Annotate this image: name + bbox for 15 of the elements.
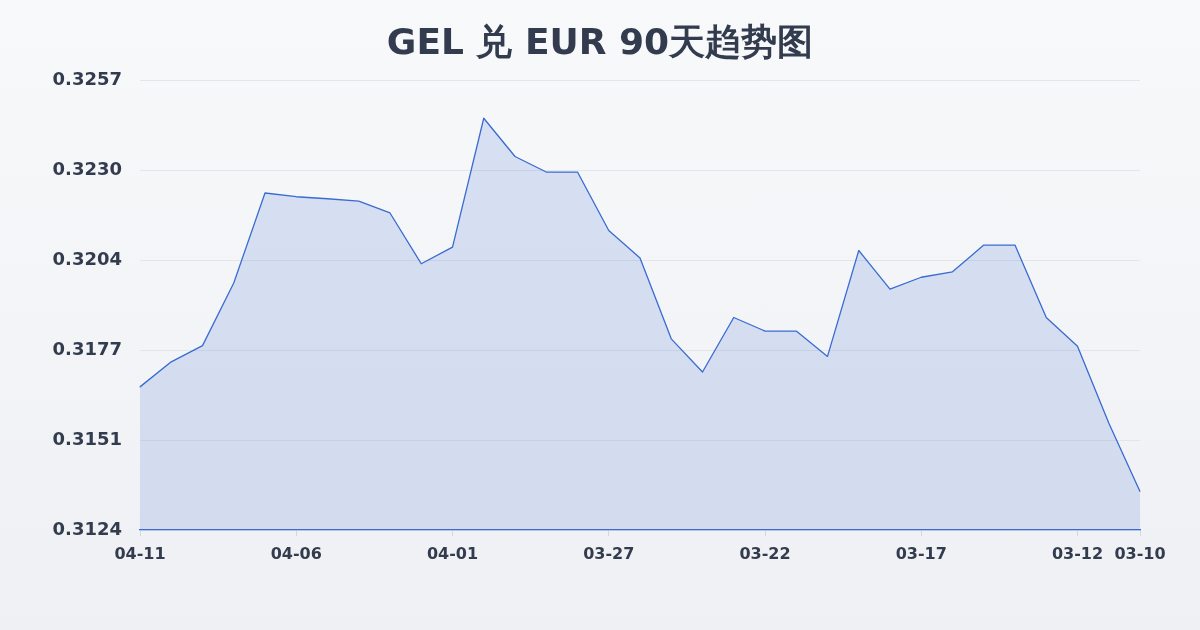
y-tick-label: 0.3257 — [52, 67, 122, 89]
x-tick-label: 03-22 — [739, 543, 791, 563]
y-tick-label: 0.3124 — [52, 517, 122, 539]
y-tick-label: 0.3230 — [52, 157, 122, 179]
y-tick-label: 0.3151 — [52, 427, 122, 449]
x-tick-label: 03-27 — [583, 543, 635, 563]
x-tick-label: 03-10 — [1114, 543, 1166, 563]
x-tick-label: 03-17 — [895, 543, 947, 563]
chart-title: GEL 兑 EUR 90天趋势图 — [386, 21, 814, 63]
x-tick-label: 03-12 — [1051, 543, 1104, 563]
x-tick-label: 04-01 — [426, 543, 479, 563]
y-tick-label: 0.3204 — [52, 247, 122, 269]
x-tick-label: 04-06 — [270, 543, 322, 563]
x-tick-label: 04-11 — [114, 543, 166, 563]
y-tick-label: 0.3177 — [52, 337, 122, 359]
